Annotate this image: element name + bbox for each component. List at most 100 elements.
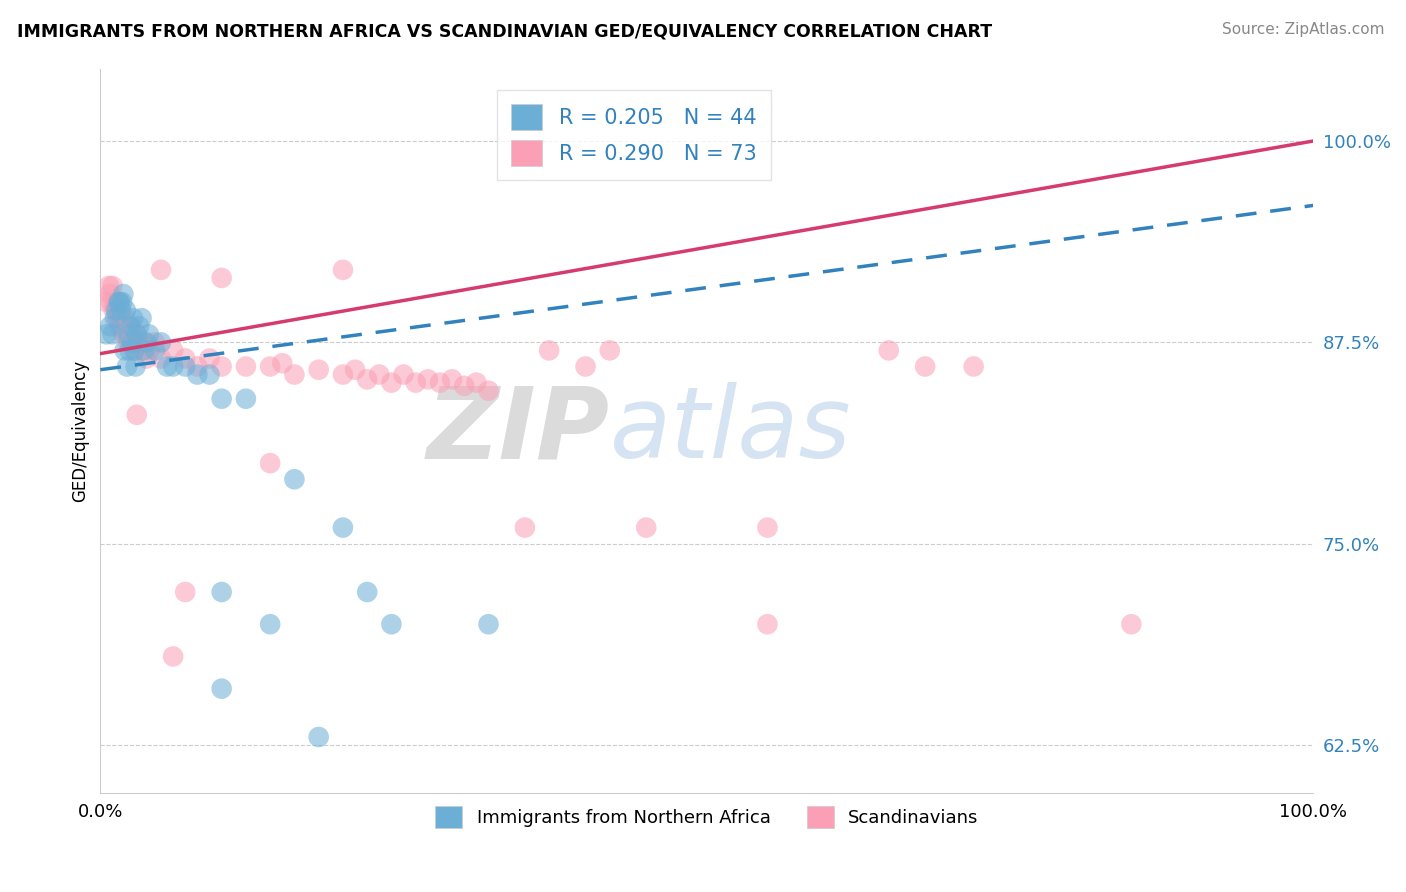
Point (125, 327, 148, 342)
Point (103, 303, 125, 318)
Point (198, 368, 221, 382)
Point (356, 372, 378, 386)
Point (111, 319, 134, 334)
Point (122, 311, 145, 326)
Point (429, 376, 451, 390)
Point (1121, 617, 1143, 632)
Text: IMMIGRANTS FROM NORTHERN AFRICA VS SCANDINAVIAN GED/EQUIVALENCY CORRELATION CHAR: IMMIGRANTS FROM NORTHERN AFRICA VS SCAND… (17, 22, 993, 40)
Point (308, 362, 330, 376)
Point (114, 327, 136, 342)
Point (283, 472, 305, 486)
Point (128, 335, 150, 350)
Point (162, 359, 184, 374)
Point (465, 376, 488, 390)
Point (110, 303, 132, 318)
Point (98, 319, 121, 334)
Point (186, 359, 208, 374)
Text: Source: ZipAtlas.com: Source: ZipAtlas.com (1222, 22, 1385, 37)
Point (131, 311, 153, 326)
Point (104, 295, 127, 310)
Point (128, 319, 150, 334)
Point (117, 335, 139, 350)
Point (332, 368, 354, 382)
Point (121, 335, 143, 350)
Point (107, 295, 129, 310)
Point (211, 271, 233, 285)
Point (124, 335, 146, 350)
Point (120, 319, 142, 334)
Point (112, 287, 135, 301)
Point (259, 359, 281, 374)
Point (380, 617, 402, 632)
Point (124, 343, 146, 358)
Point (138, 327, 160, 342)
Point (105, 311, 128, 326)
Point (636, 520, 658, 534)
Text: ZIP: ZIP (427, 383, 610, 479)
Point (914, 359, 936, 374)
Point (124, 343, 146, 358)
Point (235, 392, 257, 406)
Point (174, 359, 197, 374)
Point (135, 335, 157, 350)
Point (477, 617, 499, 632)
Point (211, 392, 233, 406)
Point (211, 585, 233, 599)
Point (101, 327, 124, 342)
Point (108, 295, 131, 310)
Point (235, 359, 257, 374)
Text: atlas: atlas (610, 383, 852, 479)
Point (162, 343, 184, 358)
Point (96, 327, 118, 342)
Point (259, 456, 281, 470)
Point (453, 379, 475, 393)
Point (124, 359, 146, 374)
Point (756, 520, 779, 534)
Point (259, 617, 281, 632)
Point (115, 319, 138, 334)
Point (211, 681, 233, 696)
Point (120, 327, 142, 342)
Point (477, 384, 499, 398)
Point (441, 372, 464, 386)
Point (131, 343, 153, 358)
Point (138, 343, 160, 358)
Point (135, 351, 157, 366)
Point (344, 362, 367, 376)
Point (114, 311, 136, 326)
Point (117, 327, 139, 342)
Point (112, 327, 135, 342)
Point (271, 356, 294, 370)
Point (114, 343, 136, 358)
Point (877, 343, 900, 358)
Point (114, 303, 136, 318)
Point (405, 376, 427, 390)
Point (118, 343, 141, 358)
Point (98, 287, 121, 301)
Point (100, 295, 122, 310)
Point (963, 359, 986, 374)
Point (174, 351, 197, 366)
Point (156, 359, 179, 374)
Point (186, 368, 208, 382)
Point (599, 343, 621, 358)
Point (150, 335, 173, 350)
Point (756, 617, 779, 632)
Point (143, 335, 166, 350)
Point (174, 585, 197, 599)
Point (332, 520, 354, 534)
Point (97, 279, 120, 293)
Point (143, 343, 166, 358)
Point (96, 295, 118, 310)
Point (125, 327, 148, 342)
Point (332, 263, 354, 277)
Point (107, 295, 129, 310)
Point (125, 408, 148, 422)
Point (538, 343, 561, 358)
Point (132, 343, 155, 358)
Point (122, 327, 145, 342)
Point (150, 351, 173, 366)
Y-axis label: GED/Equivalency: GED/Equivalency (72, 359, 89, 502)
Point (108, 319, 131, 334)
Point (111, 295, 134, 310)
